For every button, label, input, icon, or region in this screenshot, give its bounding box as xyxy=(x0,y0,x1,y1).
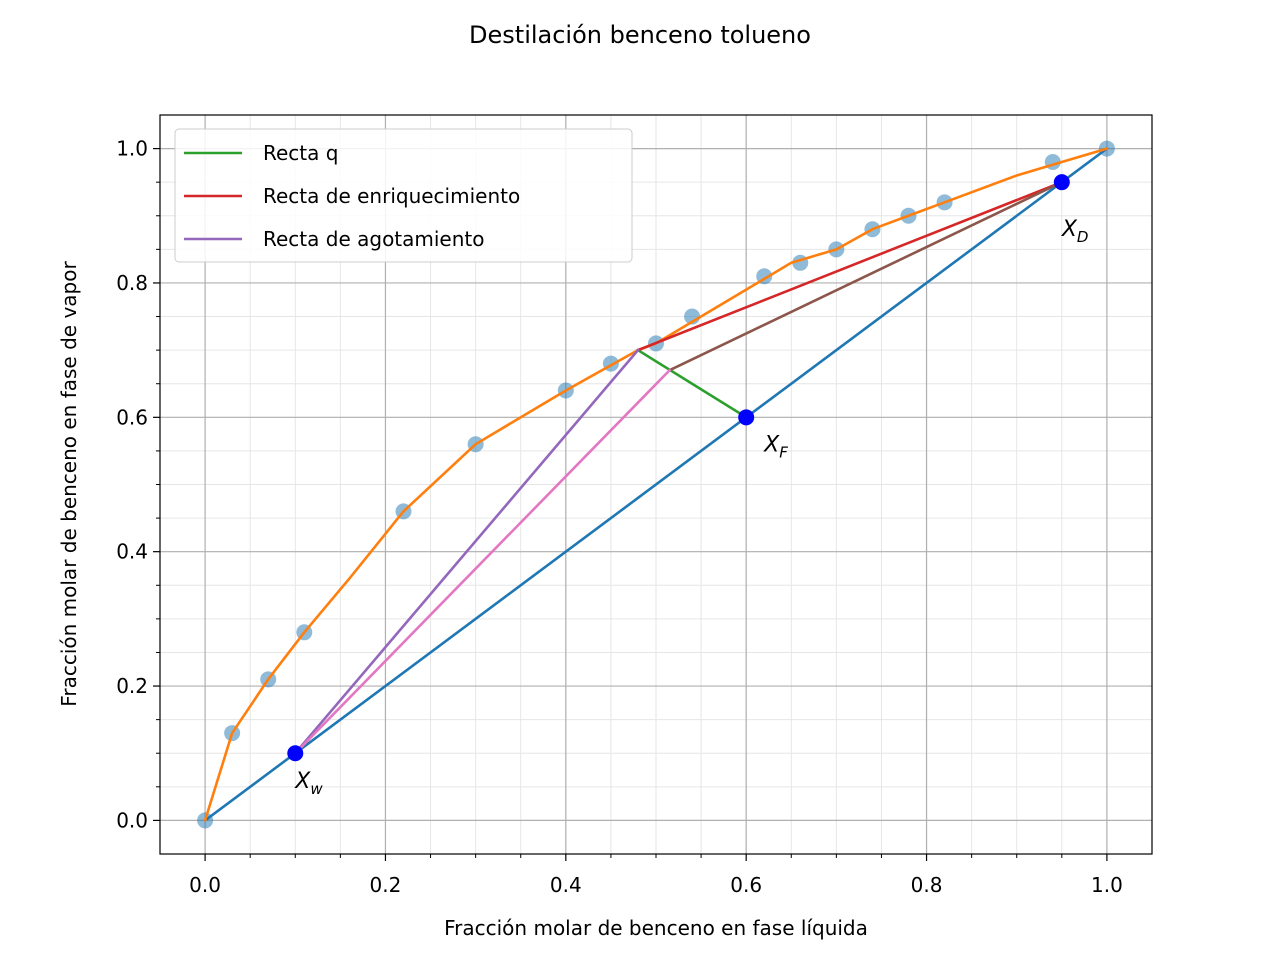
y-tick-label: 0.8 xyxy=(116,271,148,295)
key-point xyxy=(287,745,304,762)
key-point-label: Xw xyxy=(294,769,323,798)
legend-label: Recta de enriquecimiento xyxy=(263,184,520,208)
series-layer xyxy=(197,140,1115,829)
points-layer xyxy=(287,174,1070,762)
grid xyxy=(160,115,1152,854)
y-tick-label: 0.4 xyxy=(116,540,148,564)
annotations: Xw XF XD xyxy=(294,217,1088,798)
key-point-subscript: w xyxy=(310,780,323,798)
legend-label: Recta q xyxy=(263,141,338,165)
x-tick-label: 0.0 xyxy=(189,873,221,897)
y-tick-label: 0.2 xyxy=(116,674,148,698)
series-line xyxy=(636,348,748,420)
key-point-label: XD xyxy=(1061,217,1089,246)
y-tick-label: 0.6 xyxy=(116,405,148,429)
x-axis-label: Fracción molar de benceno en fase líquid… xyxy=(444,916,868,940)
x-tick-label: 0.8 xyxy=(911,873,943,897)
series-line xyxy=(293,368,672,756)
series-line xyxy=(293,348,640,756)
legend-box xyxy=(174,128,633,263)
key-point xyxy=(1053,174,1070,191)
x-tick-label: 0.2 xyxy=(370,873,402,897)
ticks-layer: 0.0 0.2 0.4 0.6 0.8 1.0 0.0 0.2 0.4 0.6 0.8 1.0 xyxy=(116,137,1123,897)
x-tick-label: 1.0 xyxy=(1091,873,1123,897)
key-point-subscript: F xyxy=(779,443,788,461)
legend-label: Recta de agotamiento xyxy=(263,227,485,251)
series-line xyxy=(203,146,1109,823)
series-line xyxy=(636,180,1064,352)
legend: Recta q Recta de enriquecimiento Recta de … xyxy=(174,128,633,263)
series-line xyxy=(667,180,1064,373)
key-point-subscript: D xyxy=(1077,228,1089,246)
x-tick-label: 0.6 xyxy=(730,873,762,897)
series-line xyxy=(203,146,1109,823)
key-point-label: XF xyxy=(763,432,788,461)
y-tick-label: 1.0 xyxy=(116,137,148,161)
chart-title: Destilación benceno tolueno xyxy=(469,21,811,49)
y-axis-label: Fracción molar de benceno en fase de vap… xyxy=(57,261,81,707)
y-tick-label: 0.0 xyxy=(116,808,148,832)
x-tick-label: 0.4 xyxy=(550,873,582,897)
key-point xyxy=(738,409,755,426)
